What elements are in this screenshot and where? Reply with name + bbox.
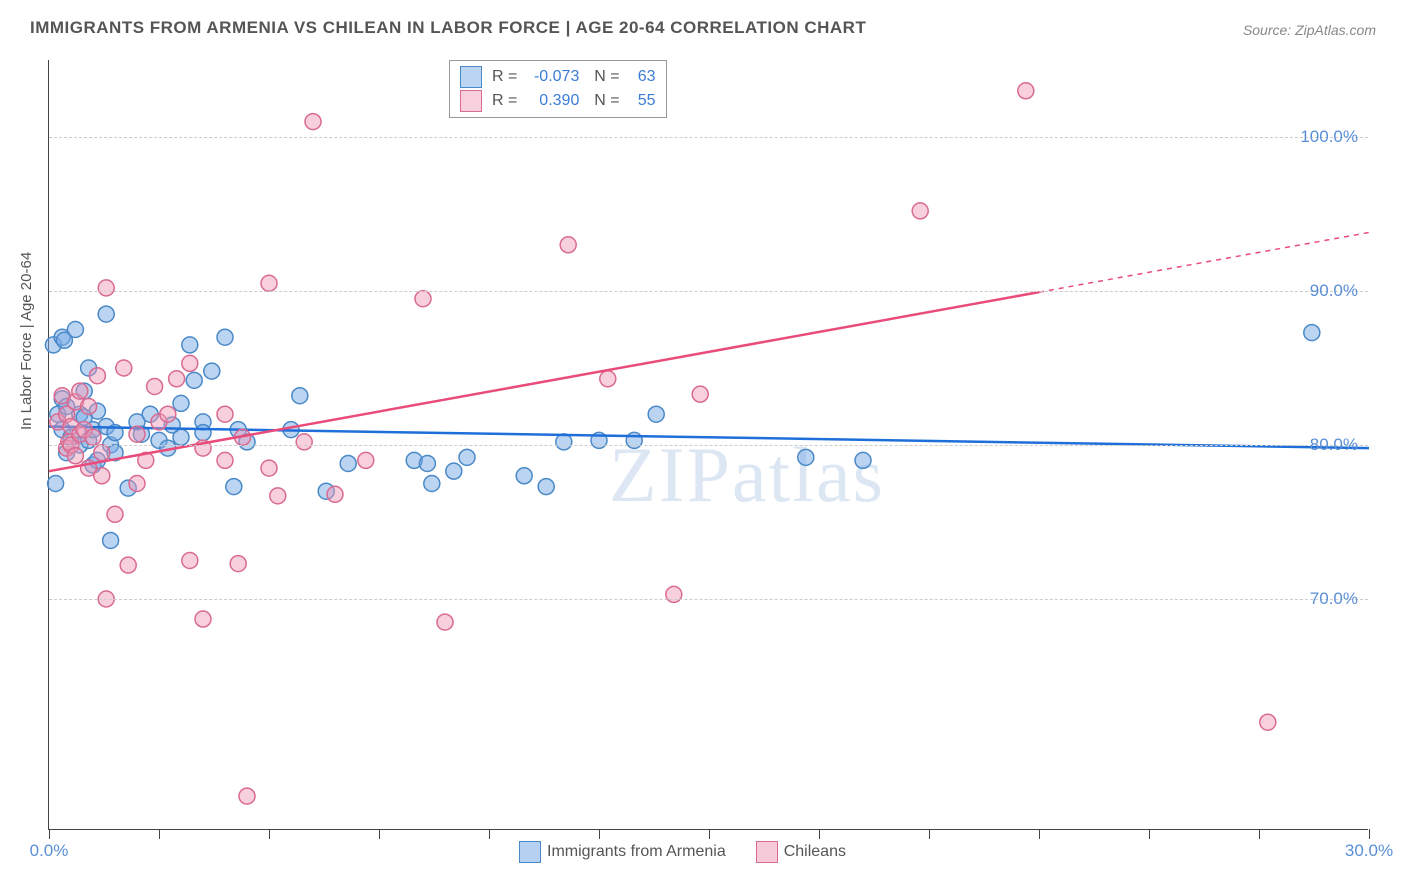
data-point <box>217 406 233 422</box>
data-point <box>560 237 576 253</box>
data-point <box>182 337 198 353</box>
x-tick <box>1259 829 1260 839</box>
data-point <box>116 360 132 376</box>
data-point <box>516 468 532 484</box>
data-point <box>327 486 343 502</box>
data-point <box>94 445 110 461</box>
data-point <box>415 291 431 307</box>
data-point <box>424 476 440 492</box>
gridline <box>49 291 1368 292</box>
data-point <box>129 426 145 442</box>
data-point <box>459 449 475 465</box>
x-tick <box>1149 829 1150 839</box>
x-tick <box>49 829 50 839</box>
x-tick <box>1039 829 1040 839</box>
data-point <box>147 378 163 394</box>
data-point <box>72 383 88 399</box>
data-point <box>1260 714 1276 730</box>
data-point <box>261 460 277 476</box>
data-point <box>195 425 211 441</box>
data-point <box>358 452 374 468</box>
x-tick <box>819 829 820 839</box>
y-tick-label: 80.0% <box>1310 435 1358 455</box>
series-legend: Immigrants from Armenia Chileans <box>519 841 846 863</box>
data-point <box>446 463 462 479</box>
data-point <box>85 429 101 445</box>
data-point <box>173 395 189 411</box>
data-point <box>292 388 308 404</box>
data-point <box>226 479 242 495</box>
x-tick <box>929 829 930 839</box>
data-point <box>1304 325 1320 341</box>
x-tick <box>379 829 380 839</box>
data-point <box>692 386 708 402</box>
data-point <box>160 406 176 422</box>
data-point <box>103 532 119 548</box>
x-tick <box>269 829 270 839</box>
data-point <box>556 434 572 450</box>
data-point <box>798 449 814 465</box>
data-point <box>648 406 664 422</box>
data-point <box>912 203 928 219</box>
data-point <box>437 614 453 630</box>
data-point <box>107 506 123 522</box>
data-point <box>261 275 277 291</box>
data-point <box>855 452 871 468</box>
data-point <box>48 476 64 492</box>
data-point <box>217 329 233 345</box>
data-point <box>305 114 321 130</box>
x-tick <box>159 829 160 839</box>
data-point <box>1018 83 1034 99</box>
y-tick-label: 90.0% <box>1310 281 1358 301</box>
y-tick-label: 100.0% <box>1300 127 1358 147</box>
data-point <box>120 557 136 573</box>
x-tick <box>489 829 490 839</box>
source-text: Source: ZipAtlas.com <box>1243 22 1376 38</box>
data-point <box>419 455 435 471</box>
data-point <box>239 788 255 804</box>
data-point <box>182 355 198 371</box>
data-point <box>270 488 286 504</box>
y-axis-label: In Labor Force | Age 20-64 <box>18 252 35 430</box>
legend-swatch <box>519 841 541 863</box>
gridline <box>49 445 1368 446</box>
data-point <box>296 434 312 450</box>
data-point <box>340 455 356 471</box>
legend-label: Chileans <box>784 843 846 860</box>
data-point <box>217 452 233 468</box>
chart-title: IMMIGRANTS FROM ARMENIA VS CHILEAN IN LA… <box>30 18 866 38</box>
x-tick <box>709 829 710 839</box>
data-point <box>195 611 211 627</box>
data-point <box>98 306 114 322</box>
data-point <box>67 322 83 338</box>
data-point <box>600 371 616 387</box>
gridline <box>49 599 1368 600</box>
data-point <box>173 429 189 445</box>
data-point <box>81 399 97 415</box>
data-point <box>204 363 220 379</box>
data-point <box>169 371 185 387</box>
data-point <box>89 368 105 384</box>
data-point <box>129 476 145 492</box>
legend-label: Immigrants from Armenia <box>547 843 726 860</box>
legend-item: Immigrants from Armenia <box>519 841 726 863</box>
data-point <box>230 556 246 572</box>
data-point <box>94 468 110 484</box>
legend-swatch <box>756 841 778 863</box>
x-tick <box>1369 829 1370 839</box>
plot-area: ZIPatlas R = -0.073 N = 63 R = 0.390 N =… <box>48 60 1368 830</box>
x-tick <box>599 829 600 839</box>
gridline <box>49 137 1368 138</box>
data-point <box>98 280 114 296</box>
data-point <box>538 479 554 495</box>
data-point <box>186 372 202 388</box>
x-tick-label: 0.0% <box>30 841 69 861</box>
y-tick-label: 70.0% <box>1310 589 1358 609</box>
data-point <box>67 448 83 464</box>
legend-item: Chileans <box>756 841 846 863</box>
x-tick-label: 30.0% <box>1345 841 1393 861</box>
data-point <box>182 553 198 569</box>
